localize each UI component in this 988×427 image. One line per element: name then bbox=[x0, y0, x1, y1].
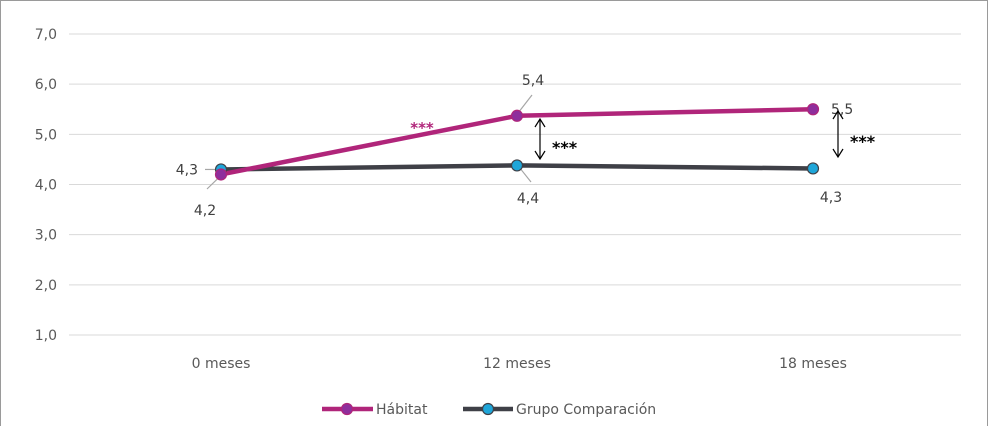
legend-label: Hábitat bbox=[376, 402, 428, 418]
significance-annotations: *** *** *** bbox=[410, 109, 876, 161]
y-tick-label: 2,0 bbox=[35, 278, 57, 294]
callouts bbox=[205, 94, 533, 190]
y-axis-ticks: 1,0 2,0 3,0 4,0 5,0 6,0 7,0 bbox=[35, 27, 57, 344]
arrow-head bbox=[832, 109, 844, 120]
arrow-head bbox=[832, 148, 844, 159]
significance-label: *** bbox=[552, 138, 578, 157]
y-tick-label: 5,0 bbox=[35, 127, 57, 143]
double-arrow bbox=[832, 109, 844, 159]
data-point bbox=[806, 103, 820, 116]
significance-label: *** bbox=[410, 119, 434, 137]
data-point bbox=[214, 168, 228, 181]
arrow-head bbox=[534, 150, 546, 161]
legend-label: Grupo Comparación bbox=[516, 402, 656, 418]
data-label: 4,3 bbox=[176, 162, 198, 178]
data-labels: 4,2 5,4 5,5 4,3 4,4 4,3 bbox=[176, 73, 854, 219]
data-point bbox=[510, 159, 524, 172]
data-point bbox=[806, 162, 820, 175]
data-label: 4,2 bbox=[194, 203, 216, 219]
significance-label: *** bbox=[850, 132, 876, 151]
double-arrow bbox=[534, 117, 546, 161]
x-tick-label: 12 meses bbox=[483, 356, 551, 372]
y-tick-label: 3,0 bbox=[35, 228, 57, 244]
data-label: 5,5 bbox=[831, 102, 853, 118]
data-label: 4,4 bbox=[517, 191, 539, 207]
legend-swatch-marker bbox=[481, 402, 495, 416]
y-tick-label: 7,0 bbox=[35, 27, 57, 43]
series-markers bbox=[214, 103, 820, 181]
x-tick-label: 18 meses bbox=[779, 356, 847, 372]
legend-swatch-marker bbox=[340, 402, 354, 416]
x-axis-ticks: 0 meses 12 meses 18 meses bbox=[192, 356, 847, 372]
gridlines bbox=[69, 33, 961, 336]
data-label: 5,4 bbox=[522, 73, 544, 89]
y-tick-label: 6,0 bbox=[35, 77, 57, 93]
x-tick-label: 0 meses bbox=[192, 356, 251, 372]
leader-line bbox=[518, 94, 533, 113]
leader-line bbox=[520, 169, 532, 183]
y-tick-label: 4,0 bbox=[35, 178, 57, 194]
arrow-head bbox=[534, 117, 546, 128]
data-label: 4,3 bbox=[820, 190, 842, 206]
legend: Hábitat Grupo Comparación bbox=[322, 402, 656, 418]
y-tick-label: 1,0 bbox=[35, 328, 57, 344]
data-point bbox=[510, 109, 524, 122]
